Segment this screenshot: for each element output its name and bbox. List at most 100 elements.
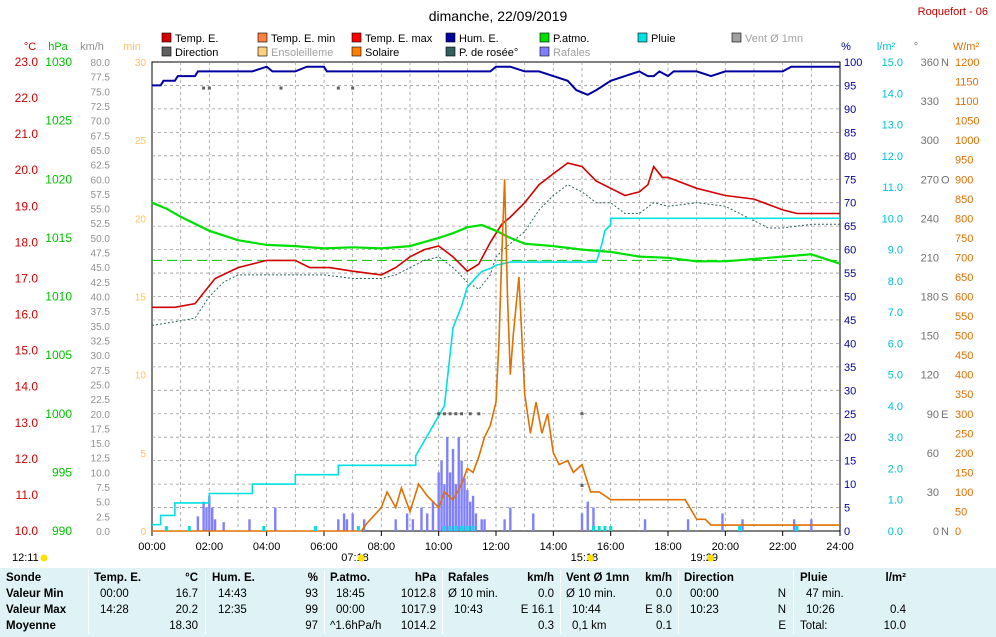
hum-avg-value: 97 xyxy=(305,620,318,632)
stats-col-temp: Temp. E. °C 00:00 16.7 14:28 20.2 18.30 xyxy=(94,570,202,634)
tick-rain: 15.0 xyxy=(882,57,903,69)
tick-temp: 18.0 xyxy=(15,235,39,249)
tick-hum: 15 xyxy=(844,456,856,468)
tick-hum: 40 xyxy=(844,338,856,350)
legend-swatch-11 xyxy=(539,46,550,57)
stats-unit-rafales: km/h xyxy=(527,572,554,584)
row-label-min: Valeur Min xyxy=(6,588,64,600)
direction-min-value: N xyxy=(777,588,786,600)
unit-minutes: min xyxy=(123,41,141,53)
tick-solar: 1050 xyxy=(955,116,979,128)
rafales-bar xyxy=(345,519,349,531)
vent-max-value: E 8.0 xyxy=(645,604,672,616)
legend-label-0: Temp. E. xyxy=(175,33,218,45)
rain-tick xyxy=(609,526,613,531)
tick-dir: 210 xyxy=(921,252,939,264)
rafales-bar xyxy=(431,501,435,531)
stats-col-hum: Hum. E.% 14:43 93 12:35 99 97 xyxy=(212,570,322,634)
vent-distance: 0,1 km xyxy=(572,620,607,632)
tick-wind: 27.5 xyxy=(91,366,111,377)
tick-wind: 45.0 xyxy=(91,263,111,274)
tick-rain: 5.0 xyxy=(888,370,903,382)
legend-label-7: Direction xyxy=(175,47,218,59)
legend-label-10: P. de rosée° xyxy=(459,47,518,59)
press-max-value: 1017.9 xyxy=(400,604,436,616)
legend-swatch-7 xyxy=(161,46,172,57)
legend-label-4: P.atmo. xyxy=(553,33,590,45)
tick-wind: 0.0 xyxy=(96,527,110,538)
time-tick-label: 16:00 xyxy=(597,541,625,553)
rain-tick xyxy=(164,526,168,531)
tick-temp: 16.0 xyxy=(15,308,39,322)
tick-minutes: 30 xyxy=(135,58,147,69)
rain-tick xyxy=(465,526,469,531)
tick-press: 1020 xyxy=(45,172,72,186)
direction-point xyxy=(351,86,355,90)
direction-point xyxy=(279,86,283,90)
rafales-bar xyxy=(592,507,595,531)
pluie-max-time: 10:26 xyxy=(806,604,835,616)
tick-solar: 150 xyxy=(955,467,973,479)
tick-hum: 25 xyxy=(844,409,856,421)
tick-hum: 55 xyxy=(844,268,856,280)
tick-wind: 25.0 xyxy=(91,380,111,391)
tick-wind: 65.0 xyxy=(91,146,111,157)
time-tick-label: 04:00 xyxy=(253,541,281,553)
temp-min-value: 16.7 xyxy=(175,588,198,600)
rain-tick xyxy=(597,526,601,531)
vent-min-time: Ø 10 min. xyxy=(566,588,616,600)
rafales-bar xyxy=(342,513,346,531)
stats-header-pluie: Pluie xyxy=(800,572,828,584)
rafales-bar xyxy=(420,507,423,531)
tick-temp: 12.0 xyxy=(15,452,39,466)
tick-wind: 62.5 xyxy=(91,161,111,172)
direction-point xyxy=(442,412,446,416)
time-tick-label: 08:00 xyxy=(368,541,396,553)
legend-label-5: Pluie xyxy=(651,33,675,45)
tick-wind: 35.0 xyxy=(91,322,111,333)
tick-hum: 80 xyxy=(844,151,856,163)
rafales-bar xyxy=(351,513,354,531)
tick-hum: 100 xyxy=(844,57,862,69)
tick-wind: 75.0 xyxy=(91,87,111,98)
rafales-bar xyxy=(480,519,483,531)
series-line-3 xyxy=(152,65,840,96)
tick-dir: 0 xyxy=(933,526,939,538)
legend-label-2: Temp. E. max xyxy=(365,33,433,45)
time-tick-label: 22:00 xyxy=(769,541,797,553)
tick-hum: 20 xyxy=(844,432,856,444)
tick-wind: 20.0 xyxy=(91,410,111,421)
tick-rain: 4.0 xyxy=(888,401,903,413)
pluie-total-label: Total: xyxy=(800,620,828,632)
rafales-bar xyxy=(463,478,466,531)
tick-solar: 1150 xyxy=(955,77,979,89)
unit-rain: l/m² xyxy=(877,41,896,53)
tick-solar: 350 xyxy=(955,389,973,401)
tick-press: 1025 xyxy=(45,114,72,128)
tick-temp: 13.0 xyxy=(15,416,39,430)
rafales-bar xyxy=(274,507,277,531)
press-max-time: 00:00 xyxy=(336,604,365,616)
sun-mark-label-0: 12:11 xyxy=(12,552,39,564)
tick-wind: 10.0 xyxy=(91,468,111,479)
stats-header-vent: Vent Ø 1mn xyxy=(566,572,630,584)
tick-solar: 1200 xyxy=(955,57,979,69)
tick-solar: 200 xyxy=(955,448,973,460)
row-label-max: Valeur Max xyxy=(6,604,67,616)
hum-max-value: 99 xyxy=(305,604,318,616)
weather-chart: dimanche, 22/09/2019 Roquefort - 06 Temp. … xyxy=(12,6,988,564)
rafales-bar xyxy=(426,513,429,531)
series-line-1 xyxy=(151,184,840,326)
direction-point xyxy=(460,412,464,416)
tick-solar: 250 xyxy=(955,428,973,440)
time-tick-label: 02:00 xyxy=(196,541,224,553)
tick-wind: 80.0 xyxy=(91,58,111,69)
legend-swatch-9 xyxy=(351,46,362,57)
tick-wind: 32.5 xyxy=(91,336,111,347)
tick-rain: 6.0 xyxy=(888,338,903,350)
tick-hum: 5 xyxy=(844,503,850,515)
sun-icon xyxy=(587,554,595,562)
stats-unit-temp: °C xyxy=(185,572,198,584)
rain-tick xyxy=(738,526,742,531)
temp-max-time: 14:28 xyxy=(100,604,129,616)
